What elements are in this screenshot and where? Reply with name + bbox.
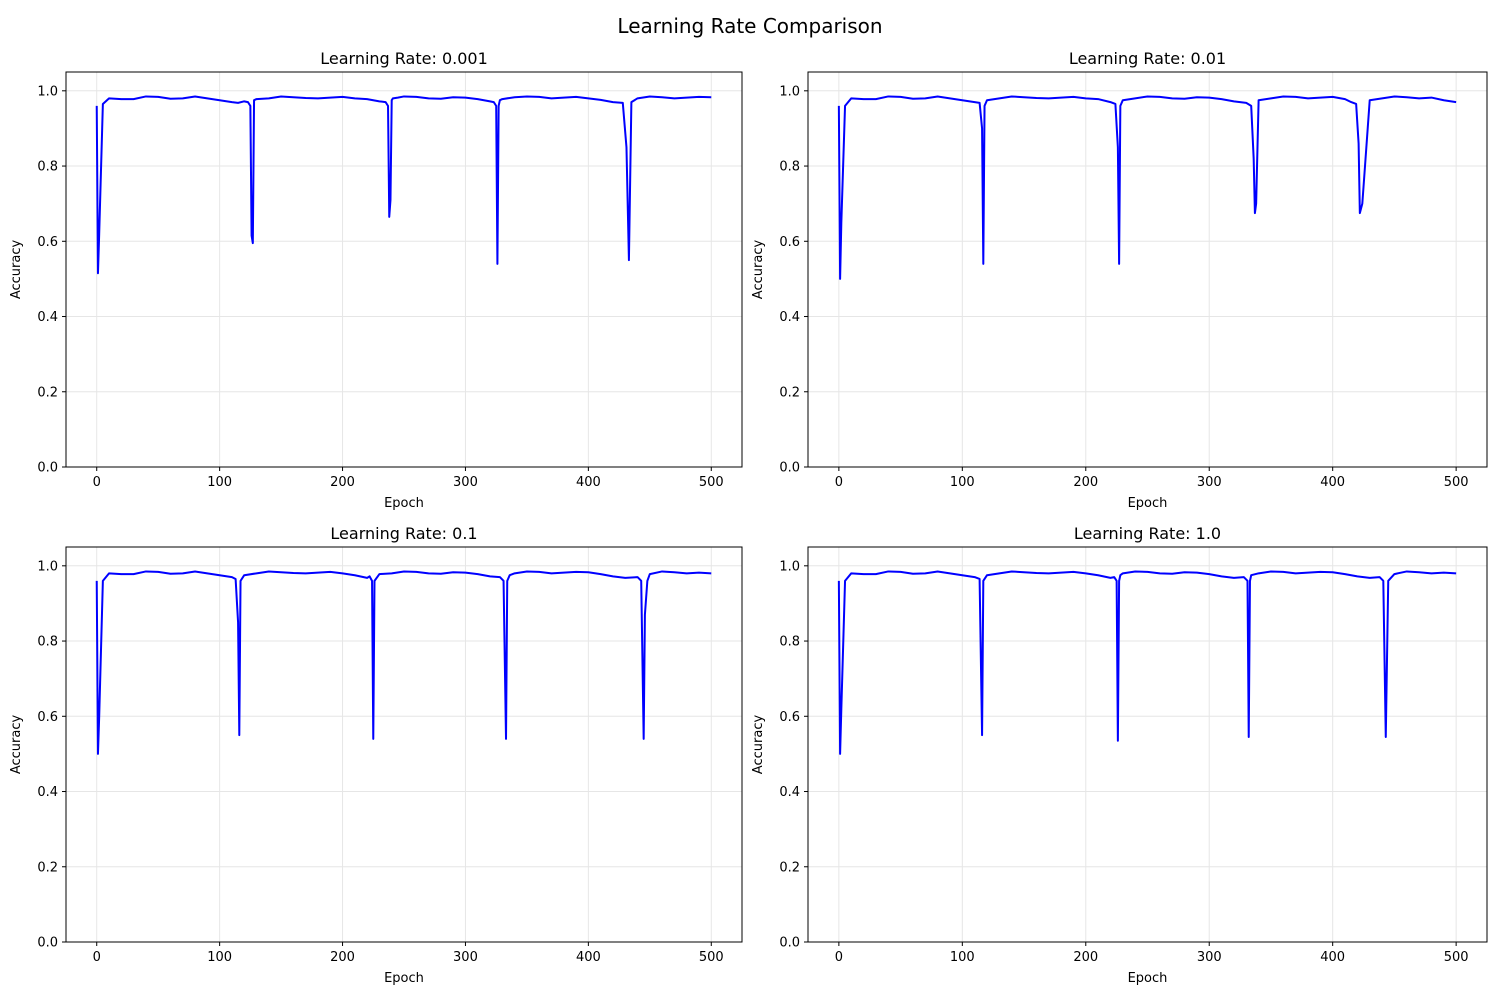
y-tick-label: 0.6 (37, 235, 58, 250)
y-tick-label: 0.8 (37, 160, 58, 175)
accuracy-line (95, 95, 712, 275)
subplot-2: 0 100 200 300 400 500 0.0 0.2 0.4 0.6 0.8 1.0 Learni… (751, 49, 1488, 511)
y-tick-label: 0.8 (779, 160, 800, 175)
subplot-1: 0 100 200 300 400 500 0.0 0.2 0.4 0.6 0.8 1.0 Learni… (9, 49, 743, 511)
y-tick-label: 0.4 (37, 310, 58, 325)
subplot-4: 0 100 200 300 400 500 0.0 0.2 0.4 0.6 0.8 1.0 Learni… (751, 524, 1488, 986)
x-tick-label: 200 (1073, 950, 1098, 965)
x-tick-label: 100 (207, 475, 232, 490)
accuracy-line (837, 570, 1457, 755)
figure-title: Learning Rate Comparison (617, 14, 883, 38)
y-tick-label: 0.0 (37, 936, 58, 951)
x-axis-label: Epoch (1128, 496, 1168, 511)
y-tick-label: 1.0 (37, 559, 58, 574)
x-tick-label: 500 (1444, 950, 1469, 965)
x-tick-label: 300 (1197, 950, 1222, 965)
x-tick-label: 400 (1320, 950, 1345, 965)
x-tick-label: 500 (1444, 475, 1469, 490)
x-axis-label: Epoch (384, 496, 424, 511)
x-tick-label: 400 (576, 475, 601, 490)
x-axis-label: Epoch (1128, 971, 1168, 986)
x-axis-label: Epoch (384, 971, 424, 986)
x-tick-label: 400 (1320, 475, 1345, 490)
x-tick-label: 200 (330, 475, 355, 490)
x-tick-label: 500 (699, 475, 724, 490)
x-tick-label: 300 (1197, 475, 1222, 490)
y-tick-label: 0.4 (37, 785, 58, 800)
x-tick-label: 500 (699, 950, 724, 965)
x-tick-label: 400 (576, 950, 601, 965)
axes-frame (807, 71, 1488, 468)
x-tick-label: 100 (950, 475, 975, 490)
y-tick-label: 0.2 (779, 860, 800, 875)
x-tick-label: 200 (1073, 475, 1098, 490)
accuracy-line (95, 570, 712, 755)
y-axis-label: Accuracy (9, 715, 24, 775)
y-tick-label: 1.0 (779, 84, 800, 99)
x-tick-label: 0 (93, 950, 101, 965)
y-tick-label: 0.0 (37, 461, 58, 476)
y-tick-label: 0.2 (779, 385, 800, 400)
axes-frame (807, 546, 1488, 943)
x-tick-label: 0 (93, 475, 101, 490)
y-axis-label: Accuracy (751, 240, 766, 300)
axes-frame (65, 71, 743, 468)
x-tick-label: 0 (835, 950, 843, 965)
subplot-title: Learning Rate: 0.1 (330, 524, 477, 543)
y-tick-label: 0.6 (779, 235, 800, 250)
y-tick-label: 0.6 (779, 710, 800, 725)
y-tick-label: 0.0 (779, 936, 800, 951)
y-tick-label: 0.8 (779, 635, 800, 650)
x-tick-label: 300 (453, 475, 478, 490)
axes-frame (65, 546, 743, 943)
y-tick-label: 0.2 (37, 385, 58, 400)
y-tick-label: 0.6 (37, 710, 58, 725)
y-axis-label: Accuracy (9, 240, 24, 300)
subplot-3: 0 100 200 300 400 500 0.0 0.2 0.4 0.6 0.8 1.0 Learni… (9, 524, 743, 986)
y-tick-label: 0.8 (37, 635, 58, 650)
x-tick-label: 300 (453, 950, 478, 965)
y-tick-label: 1.0 (779, 559, 800, 574)
subplot-title: Learning Rate: 0.001 (320, 49, 488, 68)
y-tick-label: 0.4 (779, 785, 800, 800)
y-tick-label: 1.0 (37, 84, 58, 99)
subplot-title: Learning Rate: 1.0 (1074, 524, 1221, 543)
accuracy-line (837, 95, 1457, 280)
x-tick-label: 0 (835, 475, 843, 490)
x-tick-label: 100 (207, 950, 232, 965)
y-tick-label: 0.4 (779, 310, 800, 325)
subplot-title: Learning Rate: 0.01 (1069, 49, 1226, 68)
y-tick-label: 0.0 (779, 461, 800, 476)
x-tick-label: 100 (950, 950, 975, 965)
y-tick-label: 0.2 (37, 860, 58, 875)
x-tick-label: 200 (330, 950, 355, 965)
y-axis-label: Accuracy (751, 715, 766, 775)
